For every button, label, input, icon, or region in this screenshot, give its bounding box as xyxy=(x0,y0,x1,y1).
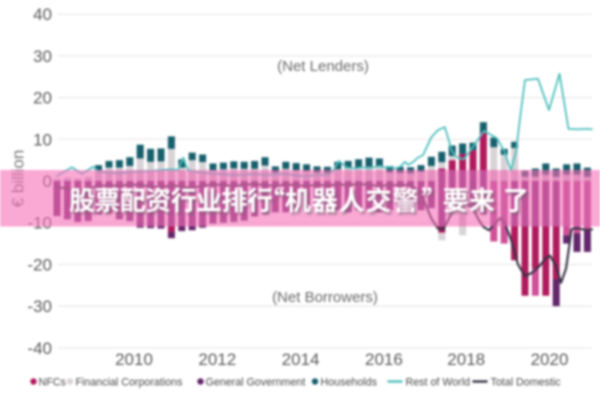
svg-text:2016: 2016 xyxy=(365,350,403,369)
svg-text:Households: Households xyxy=(321,377,377,389)
svg-text:Rest of World: Rest of World xyxy=(406,377,471,389)
svg-text:2012: 2012 xyxy=(198,350,236,369)
svg-text:40: 40 xyxy=(33,5,52,24)
svg-text:2010: 2010 xyxy=(115,350,153,369)
svg-text:General Government: General Government xyxy=(206,377,306,389)
svg-text:2018: 2018 xyxy=(447,350,485,369)
svg-text:(Net Lenders): (Net Lenders) xyxy=(277,58,369,75)
svg-text:NFCs: NFCs xyxy=(39,377,66,389)
svg-text:2014: 2014 xyxy=(282,350,320,369)
svg-text:30: 30 xyxy=(33,47,52,66)
svg-text:20: 20 xyxy=(33,89,52,108)
svg-text:-20: -20 xyxy=(27,255,52,274)
svg-text:Total Domestic: Total Domestic xyxy=(491,377,562,389)
svg-text:-40: -40 xyxy=(27,339,52,358)
svg-text:-30: -30 xyxy=(27,297,52,316)
svg-text:Financial Corporations: Financial Corporations xyxy=(76,377,183,389)
svg-text:(Net Borrowers): (Net Borrowers) xyxy=(272,289,378,306)
svg-text:2020: 2020 xyxy=(531,350,569,369)
svg-text:10: 10 xyxy=(33,130,52,149)
